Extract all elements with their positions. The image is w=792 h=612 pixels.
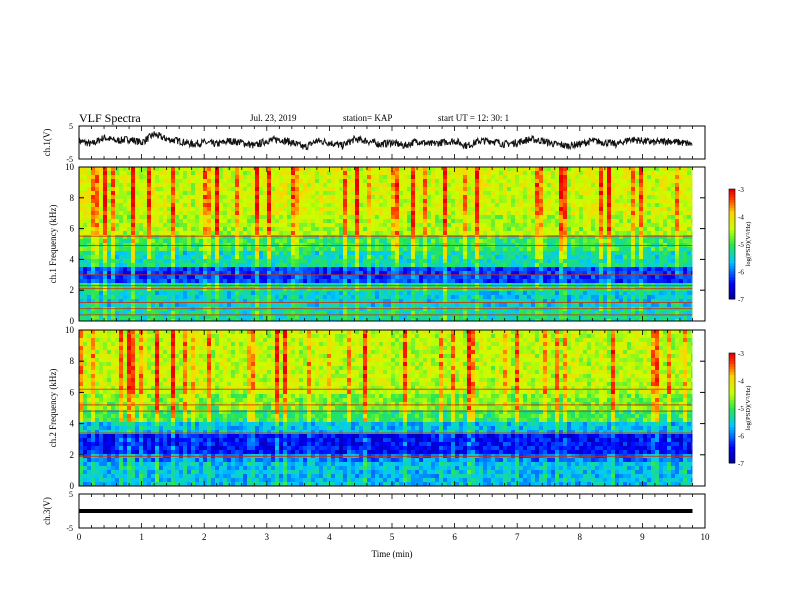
colorbar-tick-label: -7 xyxy=(738,460,744,468)
ch1-spectrogram-ylabel: ch.1 Frequency (kHz) xyxy=(48,205,58,284)
colorbar-tick-label: -7 xyxy=(738,296,744,304)
ch1-spectrogram-cells xyxy=(79,167,693,321)
station-label: station= KAP xyxy=(343,113,393,123)
colorbar-tick-label: -4 xyxy=(738,214,744,222)
ch2-spectrogram-colorbar xyxy=(728,352,736,464)
x-tick-label: 8 xyxy=(578,532,583,542)
x-tick-label: 6 xyxy=(452,532,457,542)
x-tick-label: 3 xyxy=(265,532,270,542)
y-tick-label: 8 xyxy=(70,356,75,366)
ch1-x-ticks xyxy=(78,126,706,159)
spec2-x-ticks xyxy=(78,330,706,486)
spec1-x-ticks xyxy=(78,167,706,321)
ch1-spectrogram-colorbar xyxy=(728,188,736,300)
y-tick-label: 2 xyxy=(70,285,75,295)
x-tick-label: 5 xyxy=(390,532,395,542)
colorbar-tick-label: -3 xyxy=(738,186,744,194)
x-tick-label: 1 xyxy=(139,532,144,542)
y-tick-label: 6 xyxy=(70,224,75,234)
x-tick-label: 2 xyxy=(202,532,207,542)
ch2-spectrogram-ylabel: ch.2 Frequency (kHz) xyxy=(48,369,58,448)
colorbar-tick-label: -3 xyxy=(738,350,744,358)
date-label: Jul. 23, 2019 xyxy=(250,113,297,123)
y-tick-label: 4 xyxy=(70,254,75,264)
ch3-voltage-panel-ylabel: ch.3(V) xyxy=(42,497,52,525)
ch3-x-ticks xyxy=(78,494,706,528)
colorbar-tick-label: -6 xyxy=(738,269,744,277)
y-tick-label: 8 xyxy=(70,193,75,203)
ch1-spectrogram-colorbar-label: log(PSD)(V²/Hz) xyxy=(745,222,752,267)
ch2-spectrogram-lines xyxy=(79,388,693,457)
y-tick-label: 5 xyxy=(69,490,73,499)
start-time-label: start UT = 12: 30: 1 xyxy=(438,113,510,123)
y-tick-label: 0 xyxy=(70,481,75,491)
colorbar-tick-label: -4 xyxy=(738,378,744,386)
colorbar-tick-label: -6 xyxy=(738,433,744,441)
x-axis-label: Time (min) xyxy=(372,549,413,559)
x-tick-label: 9 xyxy=(640,532,645,542)
y-tick-label: 0 xyxy=(70,316,75,326)
chart-title: VLF Spectra xyxy=(79,111,141,125)
ch1-voltage-panel-trace xyxy=(78,131,693,151)
ch1-voltage-panel-ylabel: ch.1(V) xyxy=(42,129,52,157)
y-tick-label: 5 xyxy=(69,122,73,131)
y-tick-label: 6 xyxy=(70,387,75,397)
ch1-spectrogram-lines xyxy=(79,235,693,316)
x-tick-label: 7 xyxy=(515,532,520,542)
y-tick-label: -5 xyxy=(66,524,73,533)
x-tick-label: 10 xyxy=(701,532,711,542)
y-tick-label: 10 xyxy=(65,162,75,172)
x-tick-label: 0 xyxy=(77,532,82,542)
ch2-spectrogram-colorbar-label: log(PSD)(V²/Hz) xyxy=(745,386,752,431)
x-tick-label: 4 xyxy=(327,532,332,542)
y-tick-label: 10 xyxy=(65,325,75,335)
colorbar-tick-label: -5 xyxy=(738,241,744,249)
y-tick-label: 4 xyxy=(70,419,75,429)
y-tick-label: -5 xyxy=(66,155,73,164)
y-tick-label: 2 xyxy=(70,450,75,460)
ch2-spectrogram-cells xyxy=(79,330,693,486)
colorbar-tick-label: -5 xyxy=(738,405,744,413)
